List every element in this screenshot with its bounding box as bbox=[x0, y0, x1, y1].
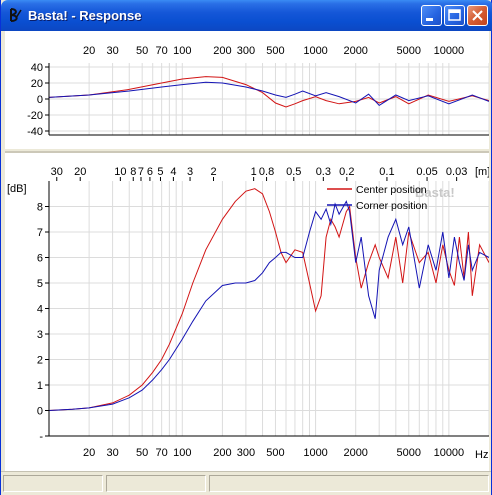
y-tick-label: 3 bbox=[37, 329, 43, 341]
wavelength-tick-label: 0.5 bbox=[286, 166, 301, 178]
wavelength-unit-label: [m] bbox=[475, 166, 489, 178]
splitter[interactable] bbox=[5, 149, 489, 152]
wavelength-tick-label: 0.05 bbox=[416, 166, 437, 178]
y-tick-label: 2 bbox=[37, 355, 43, 367]
wavelength-tick-label: 10 bbox=[114, 166, 126, 178]
bottom-x-axis: 20 30 50 70 100 200 300 500 1000 2000 5000 10000 bbox=[83, 447, 464, 459]
top-y-axis: 40 20 0 -20 -40 bbox=[27, 62, 49, 138]
y-tick-label: 5 bbox=[37, 278, 43, 290]
top-series bbox=[48, 76, 490, 108]
bottom-wavelength-axis: 30 20 10 8 7 6 5 4 3 2 1 0.8 0.5 0.3 0.2 0.1 0.05 0.03 bbox=[51, 166, 467, 181]
y-tick-label: 4 bbox=[37, 304, 43, 316]
x-tick-label: 10000 bbox=[434, 45, 465, 57]
y-unit-label: [dB] bbox=[7, 183, 27, 195]
x-tick-label: 10000 bbox=[434, 447, 465, 459]
y-tick-label: 7 bbox=[37, 227, 43, 239]
x-tick-label: 5000 bbox=[397, 45, 421, 57]
x-tick-label: 200 bbox=[213, 447, 231, 459]
series-line-center bbox=[48, 188, 490, 411]
top-x-axis: 20 30 50 70 100 200 300 500 1000 2000 5000 10000 bbox=[83, 45, 464, 57]
wavelength-tick-label: 3 bbox=[187, 166, 193, 178]
x-tick-label: 30 bbox=[106, 45, 118, 57]
basta-watermark: Basta! bbox=[415, 185, 455, 200]
wavelength-tick-label: 0.3 bbox=[316, 166, 331, 178]
y-tick-label: 0 bbox=[37, 406, 43, 418]
y-tick-label: 6 bbox=[37, 253, 43, 265]
wavelength-tick-label: 7 bbox=[138, 166, 144, 178]
x-unit-label: Hz bbox=[475, 449, 488, 461]
title-bar[interactable]: Basta! - Response bbox=[1, 0, 492, 31]
y-tick-label: 1 bbox=[37, 380, 43, 392]
x-tick-label: 50 bbox=[136, 45, 148, 57]
wavelength-tick-label: 0.1 bbox=[379, 166, 394, 178]
legend-label-corner: Corner position bbox=[356, 200, 427, 212]
client-area: 20 30 50 70 100 200 300 500 1000 2000 5000 10000 40… bbox=[5, 31, 490, 471]
wavelength-tick-label: 30 bbox=[51, 166, 63, 178]
wavelength-tick-label: 0.8 bbox=[259, 166, 274, 178]
minimize-button[interactable] bbox=[421, 5, 442, 26]
series-line-corner bbox=[48, 200, 490, 411]
wavelength-tick-label: 1 bbox=[251, 166, 257, 178]
x-tick-label: 50 bbox=[136, 447, 148, 459]
status-bar bbox=[1, 471, 491, 495]
x-tick-label: 300 bbox=[237, 447, 255, 459]
y-tick-label: 20 bbox=[31, 78, 43, 90]
x-tick-label: 500 bbox=[266, 447, 284, 459]
series-line-center bbox=[48, 76, 490, 108]
x-tick-label: 100 bbox=[173, 45, 191, 57]
wavelength-tick-label: 20 bbox=[74, 166, 86, 178]
status-cell-1 bbox=[3, 475, 103, 492]
wavelength-tick-label: 2 bbox=[210, 166, 216, 178]
window-title: Basta! - Response bbox=[28, 8, 142, 23]
x-tick-label: 30 bbox=[106, 447, 118, 459]
x-tick-label: 200 bbox=[213, 45, 231, 57]
status-cell-3 bbox=[209, 475, 489, 492]
x-tick-label: 1000 bbox=[303, 447, 327, 459]
wavelength-tick-label: 4 bbox=[170, 166, 176, 178]
status-cell-2 bbox=[106, 475, 206, 492]
maximize-icon bbox=[448, 9, 461, 21]
wavelength-tick-label: 0.03 bbox=[446, 166, 467, 178]
y-tick-label: -40 bbox=[27, 126, 43, 138]
x-tick-label: 100 bbox=[173, 447, 191, 459]
response-plots: 20 30 50 70 100 200 300 500 1000 2000 5000 10000 40… bbox=[5, 31, 490, 471]
series-line-corner bbox=[48, 81, 490, 107]
x-tick-label: 70 bbox=[156, 447, 168, 459]
legend: Basta! Center position Corner position bbox=[327, 184, 455, 212]
y-tick-label: 40 bbox=[31, 62, 43, 74]
x-tick-label: 1000 bbox=[303, 45, 327, 57]
wavelength-tick-label: 0.2 bbox=[339, 166, 354, 178]
close-icon bbox=[472, 10, 483, 21]
maximize-button[interactable] bbox=[444, 5, 465, 26]
x-tick-label: 5000 bbox=[397, 447, 421, 459]
wavelength-tick-label: 8 bbox=[130, 166, 136, 178]
wavelength-tick-label: 6 bbox=[147, 166, 153, 178]
y-tick-label: 0 bbox=[37, 94, 43, 106]
x-tick-label: 2000 bbox=[343, 447, 367, 459]
x-tick-label: 20 bbox=[83, 45, 95, 57]
legend-label-center: Center position bbox=[356, 184, 427, 196]
bottom-y-axis: 8 7 6 5 4 3 2 1 0 - bbox=[37, 202, 49, 443]
wavelength-tick-label: 5 bbox=[157, 166, 163, 178]
x-tick-label: 500 bbox=[266, 45, 284, 57]
bottom-series bbox=[48, 188, 490, 411]
close-button[interactable] bbox=[467, 5, 488, 26]
x-tick-label: 70 bbox=[156, 45, 168, 57]
y-tick-label: 8 bbox=[37, 202, 43, 214]
x-tick-label: 2000 bbox=[343, 45, 367, 57]
app-icon bbox=[10, 8, 22, 22]
x-tick-label: 20 bbox=[83, 447, 95, 459]
y-tick-label: -20 bbox=[27, 110, 43, 122]
minimize-icon bbox=[426, 18, 433, 21]
y-tick-label: - bbox=[39, 431, 43, 443]
x-tick-label: 300 bbox=[237, 45, 255, 57]
